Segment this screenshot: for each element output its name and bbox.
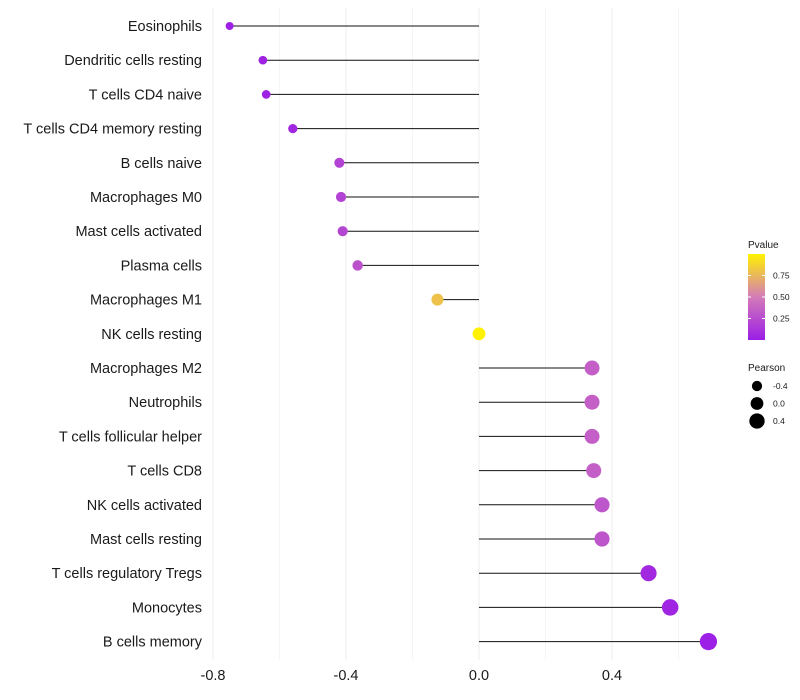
- x-tick-label: 0.4: [602, 668, 622, 684]
- size-legend-dot: [750, 397, 764, 410]
- category-label: Mast cells resting: [90, 532, 202, 548]
- lollipop-dot: [261, 90, 271, 99]
- category-label: Eosinophils: [128, 19, 202, 35]
- pvalue-legend-title: Pvalue: [748, 240, 779, 251]
- lollipop-dot: [288, 123, 298, 134]
- colorbar-tick-label: 0.25: [773, 314, 790, 324]
- category-label: B cells memory: [103, 635, 203, 651]
- stem-layer: [229, 25, 709, 643]
- category-label: NK cells resting: [101, 327, 202, 343]
- lollipop-dot: [584, 428, 600, 444]
- size-legend-dot: [751, 380, 763, 392]
- category-label: Macrophages M2: [90, 361, 202, 377]
- grid-layer: [212, 8, 679, 660]
- category-label: Dendritic cells resting: [64, 53, 202, 69]
- pearson-legend-title: Pearson: [748, 363, 785, 374]
- lollipop-dot: [640, 565, 657, 582]
- lollipop-dot: [472, 327, 486, 341]
- lollipop-dot: [594, 497, 610, 513]
- x-axis-ticks: -0.8 -0.4 0.0 0.4: [201, 668, 623, 684]
- x-tick-label: -0.4: [334, 668, 359, 684]
- size-legend-dot: [749, 413, 765, 429]
- lollipop-dot: [586, 463, 602, 479]
- lollipop-dot: [431, 293, 444, 306]
- size-legend-label: 0.0: [773, 399, 785, 409]
- pvalue-colorbar: [748, 254, 765, 340]
- size-legend-label: -0.4: [773, 381, 788, 391]
- lollipop-dot: [225, 22, 234, 30]
- category-labels: Eosinophils Dendritic cells resting T cell…: [23, 19, 202, 651]
- lollipop-dot: [699, 632, 718, 651]
- x-tick-label: 0.0: [469, 668, 489, 684]
- lollipop-dot: [334, 157, 345, 168]
- category-label: Neutrophils: [129, 395, 202, 411]
- size-legend-label: 0.4: [773, 416, 785, 426]
- dot-layer: [225, 22, 718, 651]
- x-tick-label: -0.8: [201, 668, 226, 684]
- category-label: T cells CD8: [127, 464, 202, 480]
- lollipop-dot: [594, 531, 610, 547]
- lollipop-dot: [258, 55, 268, 65]
- lollipop-dot: [337, 226, 348, 237]
- lollipop-dot: [661, 599, 679, 616]
- category-label: Monocytes: [132, 600, 202, 616]
- category-label: Macrophages M0: [90, 190, 202, 206]
- pvalue-legend: Pvalue 0.25 0.50 0.75: [748, 240, 790, 340]
- category-label: Mast cells activated: [75, 224, 202, 240]
- pearson-legend: Pearson -0.4 0.0 0.4: [748, 363, 788, 429]
- lollipop-dot: [584, 360, 600, 376]
- category-label: B cells naive: [121, 156, 202, 172]
- category-label: T cells CD4 naive: [89, 87, 202, 103]
- category-label: T cells follicular helper: [59, 429, 202, 445]
- lollipop-dot: [352, 260, 363, 271]
- colorbar-tick-label: 0.50: [773, 292, 790, 302]
- category-label: T cells regulatory Tregs: [52, 566, 202, 582]
- category-label: T cells CD4 memory resting: [23, 122, 202, 138]
- lollipop-dot: [335, 191, 347, 203]
- category-label: Plasma cells: [121, 258, 202, 274]
- lollipop-dot: [584, 394, 600, 410]
- colorbar-tick-label: 0.75: [773, 271, 790, 281]
- category-label: NK cells activated: [87, 498, 202, 514]
- category-label: Macrophages M1: [90, 293, 202, 309]
